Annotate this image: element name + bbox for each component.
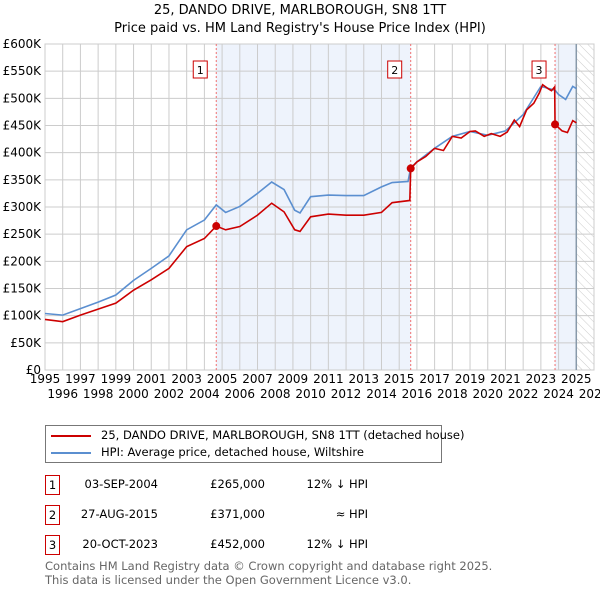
sale-label-box — [387, 60, 403, 79]
y-tick-label: £250K — [3, 227, 43, 241]
footer-licence: This data is licensed under the Open Gov… — [45, 573, 412, 587]
sale-price: £371,000 — [210, 507, 265, 521]
sale-date: 20-OCT-2023 — [82, 537, 158, 551]
y-tick-label: £0 — [26, 363, 41, 377]
x-tick-label: 2026 — [579, 387, 600, 401]
legend: 25, DANDO DRIVE, MARLBOROUGH, SN8 1TT (d… — [45, 425, 465, 463]
x-tick-label: 2024 — [543, 387, 574, 401]
sale-badge: 2 — [45, 505, 60, 525]
plot-border — [44, 43, 595, 371]
x-tick-label: 2002 — [154, 387, 185, 401]
y-tick-label: £500K — [3, 91, 43, 105]
sale-label-box — [192, 60, 208, 79]
x-tick-label: 2005 — [207, 372, 238, 386]
chart-title: 25, DANDO DRIVE, MARLBOROUGH, SN8 1TT — [153, 3, 447, 18]
x-tick-label: 2008 — [260, 387, 291, 401]
y-tick-label: £450K — [3, 119, 43, 133]
sale-hpi: ≈ HPI — [335, 507, 368, 521]
y-tick-label: £350K — [3, 173, 43, 187]
x-tick-label: 2025 — [561, 372, 592, 386]
x-tick-label: 2006 — [225, 387, 256, 401]
x-tick-label: 2020 — [472, 387, 503, 401]
legend-property: 25, DANDO DRIVE, MARLBOROUGH, SN8 1TT (d… — [101, 428, 465, 442]
chart-subtitle: Price paid vs. HM Land Registry's House … — [114, 21, 486, 36]
x-tick-label: 2001 — [136, 372, 167, 386]
sale-point — [212, 222, 221, 231]
x-tick-label: 2007 — [242, 372, 273, 386]
sale-date: 03-SEP-2004 — [84, 477, 158, 491]
legend-blue-line — [51, 452, 91, 454]
y-tick-label: £300K — [3, 200, 43, 214]
sale-badge: 3 — [45, 535, 60, 555]
x-tick-label: 2023 — [526, 372, 557, 386]
sale-date: 27-AUG-2015 — [80, 507, 158, 521]
price-chart: £0 £50K £100K £150K £200K £250K £300K £350K £400… — [3, 37, 600, 401]
sale-label: 2 — [391, 64, 398, 77]
sale-point — [406, 164, 415, 173]
sale-hpi: 12% ↓ HPI — [306, 537, 368, 551]
y-tick-label: £50K — [10, 336, 42, 350]
x-tick-label: 2017 — [419, 372, 450, 386]
x-tick-label: 1998 — [83, 387, 114, 401]
x-tick-label: 1996 — [47, 387, 78, 401]
x-tick-label: 2019 — [455, 372, 486, 386]
x-tick-label: 2000 — [118, 387, 149, 401]
x-tick-label: 2012 — [331, 387, 362, 401]
x-tick-label: 2016 — [402, 387, 433, 401]
legend-hpi: HPI: Average price, detached house, Wilt… — [101, 445, 364, 459]
sale-badge: 1 — [45, 475, 60, 495]
x-tick-label: 2022 — [508, 387, 539, 401]
y-tick-label: £400K — [3, 146, 43, 160]
x-tick-label: 2013 — [349, 372, 380, 386]
x-tick-label: 2015 — [384, 372, 415, 386]
sale-point — [551, 120, 560, 129]
x-tick-label: 1997 — [65, 372, 96, 386]
x-tick-label: 2003 — [171, 372, 202, 386]
footer-copyright: Contains HM Land Registry data © Crown c… — [45, 559, 493, 573]
sale-label-box — [531, 60, 547, 79]
x-tick-label: 1995 — [30, 372, 61, 386]
y-tick-label: £550K — [3, 64, 43, 78]
y-tick-label: £150K — [3, 282, 43, 296]
y-tick-label: £200K — [3, 254, 43, 268]
y-tick-label: £100K — [3, 309, 43, 323]
x-tick-label: 2004 — [189, 387, 220, 401]
legend-red-line — [51, 435, 91, 437]
sale-label: 1 — [197, 64, 204, 77]
sale-price: £452,000 — [210, 537, 265, 551]
hpi-line — [44, 85, 577, 316]
x-tick-label: 2010 — [295, 387, 326, 401]
x-tick-label: 2018 — [437, 387, 468, 401]
x-tick-label: 2009 — [278, 372, 309, 386]
sale-hpi: 12% ↓ HPI — [306, 477, 368, 491]
sale-label: 3 — [536, 64, 543, 77]
property-price-line — [44, 83, 577, 323]
x-tick-label: 2011 — [313, 372, 344, 386]
x-tick-label: 1999 — [101, 372, 132, 386]
x-tick-label: 2021 — [490, 372, 521, 386]
x-tick-label: 2014 — [366, 387, 397, 401]
sale-price: £265,000 — [210, 477, 265, 491]
y-tick-label: £600K — [3, 37, 43, 51]
